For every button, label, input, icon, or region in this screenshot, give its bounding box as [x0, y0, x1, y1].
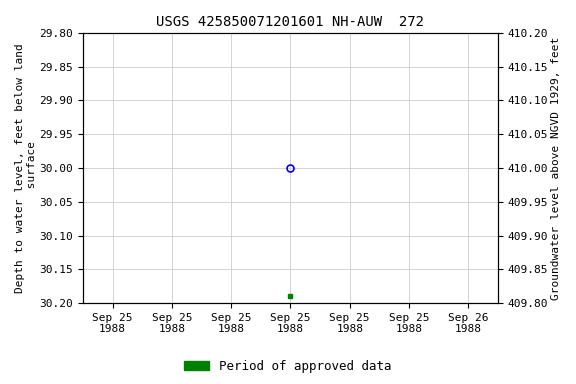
Title: USGS 425850071201601 NH-AUW  272: USGS 425850071201601 NH-AUW 272 — [157, 15, 425, 29]
Y-axis label: Groundwater level above NGVD 1929, feet: Groundwater level above NGVD 1929, feet — [551, 36, 561, 300]
Y-axis label: Depth to water level, feet below land
 surface: Depth to water level, feet below land su… — [15, 43, 37, 293]
Legend: Period of approved data: Period of approved data — [179, 355, 397, 378]
